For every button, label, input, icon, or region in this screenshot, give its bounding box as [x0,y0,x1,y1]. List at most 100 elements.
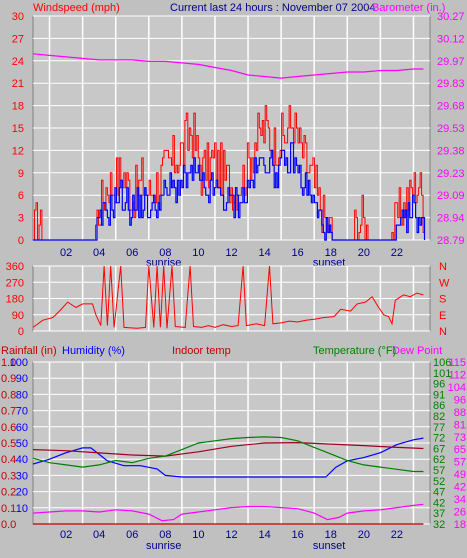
humidity-tick-label: 60 [16,422,28,434]
wind-left-tick-label: 9 [18,168,24,180]
humidity-tick-label: 80 [16,389,28,401]
temperature-x-tick-label: 12 [225,529,237,541]
temperature-x-tick-label: 18 [325,529,337,541]
dewpoint-tick-label: 57 [454,457,466,469]
sunset-label: sunset [313,540,345,552]
wind-x-tick-label: 16 [292,247,304,259]
wind-left-tick-label: 3 [18,213,24,225]
rainfall-tick-label: 0.0 [1,519,16,531]
direction-right-tick-label: N [439,261,447,273]
temperature-tick-label: 86 [433,400,445,412]
temperature-axes: 0.0 0.1 0.2 0.3 0.4 0.5 0.6 0.7 0.8 0.9 1.0 10 20 30 4… [1,357,466,552]
wind-left-tick-label: 18 [12,101,24,113]
wind-x-tick-label: 14 [258,247,270,259]
barometer-axis-title: Barometer (in.) [372,2,445,14]
wind-left-tick-label: 24 [12,56,24,68]
temperature-tick-label: 106 [433,357,451,369]
wind-left-tick-label: 12 [12,145,24,157]
windspeed-average-line [33,142,426,241]
dewpoint-tick-label: 81 [454,419,466,431]
temperature-x-tick-label: 14 [258,529,270,541]
dewpoint-tick-label: 96 [454,394,466,406]
direction-left-tick-label: 360 [6,261,24,273]
dewpoint-tick-label: 18 [454,519,466,531]
wind-right-tick-label: 29.53 [437,123,465,135]
temperature-tick-label: 67 [433,443,445,455]
wind-right-tick-label: 30.27 [437,11,465,23]
humidity-tick-label: 30 [16,470,28,482]
temperature-tick-label: 96 [433,379,445,391]
dewpoint-tick-label: 26 [454,507,466,519]
dewpoint-tick-label: 49 [454,469,466,481]
temperature-tick-label: 91 [433,389,445,401]
wind-right-tick-label: 29.83 [437,78,465,90]
temperature-x-tick-label: 08 [159,529,171,541]
rainfall-axis-title: Rainfall (in) [1,345,57,357]
wind-right-tick-label: 29.09 [437,190,465,202]
direction-right-tick-label: N [439,326,447,338]
dewpoint-tick-label: 73 [454,432,466,444]
rainfall-tick-label: 1.0 [1,357,16,369]
dewpoint-tick-label: 42 [454,482,466,494]
chart-header-title: Current last 24 hours : November 07 2004 [170,2,375,14]
temperature-tick-label: 32 [433,519,445,531]
wind-right-tick-label: 29.38 [437,145,465,157]
indoor-temp-line [32,441,424,457]
rainfall-tick-label: 0.4 [1,454,16,466]
temperature-f-line [32,436,424,473]
dewpoint-tick-label: 34 [454,494,466,506]
humidity-tick-label: 40 [16,454,28,466]
wind-right-tick-label: 28.94 [437,213,465,225]
wind-x-tick-label: 12 [225,247,237,259]
rainfall-tick-label: 0.1 [1,503,16,515]
sunrise-label: sunrise [146,540,181,552]
dewpoint-tick-label: 112 [448,369,466,381]
rainfall-tick-label: 0.6 [1,422,16,434]
wind-x-tick-label: 22 [391,247,403,259]
temperature-series [32,436,424,525]
humidity-tick-label: 70 [16,406,28,418]
humidity-tick-label: 90 [16,373,28,385]
wind-right-tick-label: 30.12 [437,33,465,45]
temperature-tick-label: 52 [433,476,445,488]
temperature-x-tick-label: 02 [60,529,72,541]
direction-right-tick-label: E [439,310,446,322]
wind-right-tick-label: 28.79 [437,235,465,247]
wind-left-tick-label: 15 [12,123,24,135]
direction-right-tick-label: S [439,294,446,306]
wind-x-tick-label: 06 [126,247,138,259]
wind-right-tick-label: 29.97 [437,56,465,68]
temperature-x-tick-label: 20 [358,529,370,541]
direction-right-tick-label: W [439,277,450,289]
dew-point-line [32,503,424,522]
rainfall-tick-label: 0.3 [1,470,16,482]
direction-grid [33,265,430,332]
wind-series [32,53,426,241]
direction-series [32,265,424,329]
wind-left-tick-label: 6 [18,190,24,202]
humidity-axis-title: Humidity (%) [62,345,125,357]
temperature-tick-label: 57 [433,465,445,477]
rainfall-tick-label: 0.9 [1,373,16,385]
direction-left-tick-label: 270 [6,277,24,289]
wind-direction-line [32,265,424,329]
humidity-tick-label: 10 [16,503,28,515]
temperature-tick-label: 37 [433,508,445,520]
humidity-tick-label: 50 [16,438,28,450]
temperature-tick-label: 82 [433,411,445,423]
humidity-tick-label: 100 [10,357,28,369]
wind-x-tick-label: 02 [60,247,72,259]
direction-left-tick-label: 0 [18,326,24,338]
direction-left-tick-label: 90 [12,310,24,322]
temperature-tick-label: 47 [433,487,445,499]
temperature-tick-label: 62 [433,454,445,466]
rainfall-tick-label: 0.2 [1,487,16,499]
temperature-tick-label: 72 [433,433,445,445]
temperature-x-tick-label: 04 [93,529,105,541]
temperature-x-tick-label: 22 [391,529,403,541]
wind-x-tick-label: 18 [325,247,337,259]
temperature-x-tick-label: 16 [292,529,304,541]
rainfall-tick-label: 0.7 [1,406,16,418]
